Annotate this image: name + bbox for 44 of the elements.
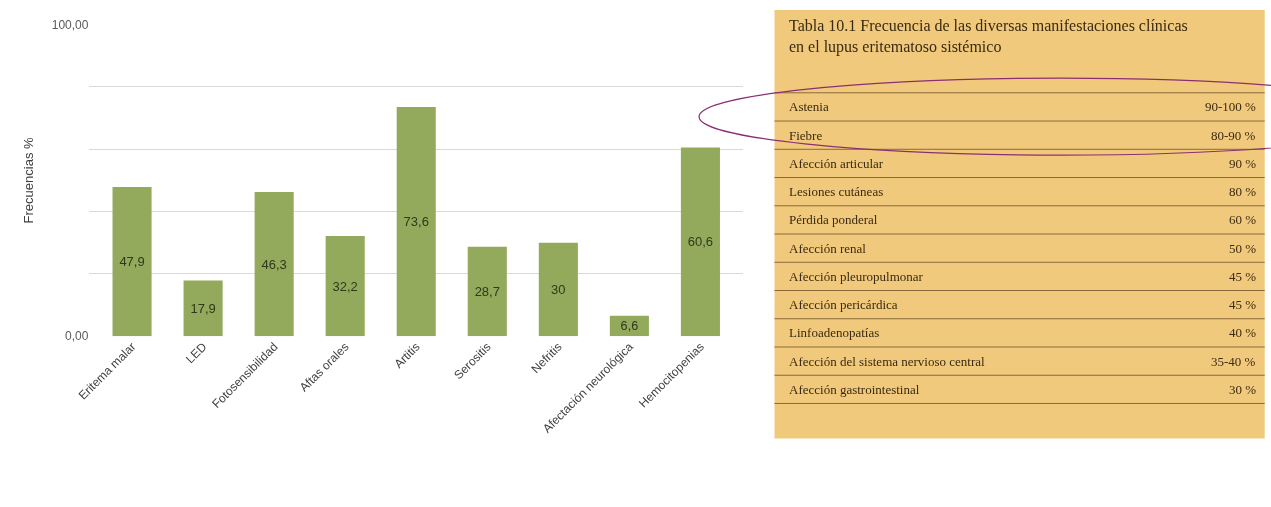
y-axis-title: Frecuencias % bbox=[20, 137, 36, 224]
data-label: 6,6 bbox=[620, 319, 639, 334]
bar bbox=[680, 147, 720, 337]
x-tick-label: LED bbox=[183, 339, 210, 367]
text: Afección articular bbox=[789, 156, 884, 171]
text: Afección pericárdica bbox=[789, 297, 898, 312]
bar bbox=[467, 246, 507, 337]
bar bbox=[254, 191, 294, 337]
data-label: 17,9 bbox=[190, 300, 216, 316]
bar bbox=[538, 242, 578, 337]
text: 45 % bbox=[1229, 269, 1257, 284]
text: Afección pleuropulmonar bbox=[789, 269, 924, 284]
text: Lesiones cutáneas bbox=[789, 184, 884, 199]
data-label: 60,6 bbox=[687, 234, 714, 250]
text: Pérdida ponderal bbox=[789, 212, 878, 227]
data-label: 73,6 bbox=[403, 214, 429, 230]
y-tick-label: 100,00 bbox=[51, 17, 89, 32]
data-label: 30 bbox=[551, 282, 566, 298]
data-label: 46,3 bbox=[261, 256, 287, 272]
text: Astenia bbox=[789, 99, 829, 114]
bar bbox=[325, 235, 365, 337]
text: 50 % bbox=[1229, 241, 1257, 256]
text: 40 % bbox=[1229, 325, 1257, 340]
bar bbox=[183, 280, 223, 337]
text: 80-90 % bbox=[1211, 128, 1256, 143]
text: 80 % bbox=[1229, 184, 1257, 199]
text: 90-100 % bbox=[1205, 99, 1257, 114]
text: Afección renal bbox=[789, 241, 867, 256]
bar bbox=[112, 187, 152, 337]
text: Tabla 10.1 Frecuencia de las diversas manifestaciones clínicas en el lupus eritematoso sistémico bbox=[789, 17, 1188, 56]
text: Afección del sistema nervioso central bbox=[789, 354, 986, 369]
text: 35-40 % bbox=[1211, 354, 1256, 369]
text: 45 % bbox=[1229, 297, 1257, 312]
data-label: 28,7 bbox=[474, 284, 500, 300]
text: Afección gastrointestinal bbox=[789, 382, 920, 397]
text: 90 % bbox=[1229, 156, 1257, 171]
data-label: 32,2 bbox=[332, 278, 358, 294]
text: 30 % bbox=[1229, 382, 1257, 397]
text: Linfoadenopatías bbox=[789, 325, 880, 340]
y-tick-label: 0,00 bbox=[65, 329, 89, 344]
bar bbox=[396, 106, 436, 337]
text: 60 % bbox=[1229, 212, 1257, 227]
data-label: 47,9 bbox=[119, 254, 145, 270]
text: Fiebre bbox=[789, 128, 823, 143]
